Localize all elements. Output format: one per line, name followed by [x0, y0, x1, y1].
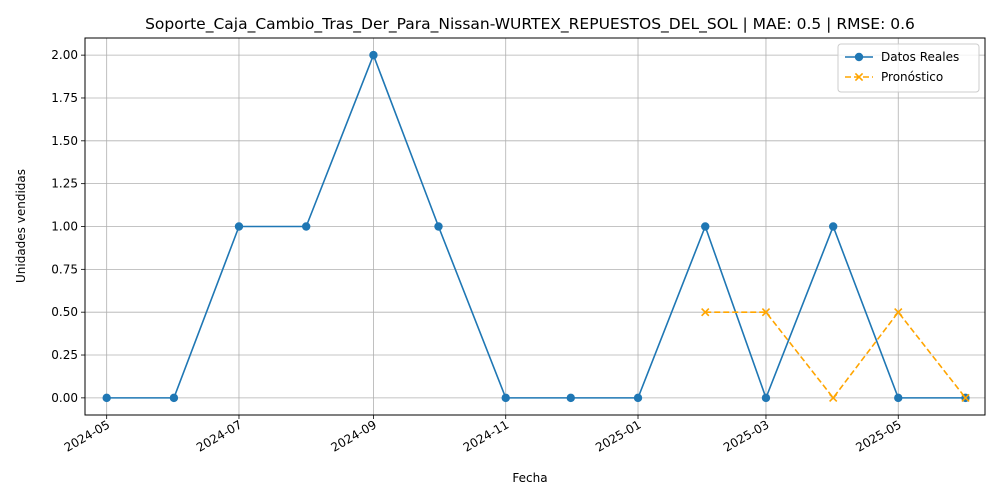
y-tick-label: 2.00 [51, 48, 78, 62]
data-point [761, 308, 771, 317]
legend-entry: Datos Reales [845, 50, 959, 64]
legend: Datos Reales Pronóstico [837, 43, 980, 93]
y-axis: 0.00 0.25 0.50 0.75 1.00 1.25 1.50 1.75 2.00 [51, 48, 85, 405]
data-point [302, 222, 311, 231]
data-point [234, 222, 244, 231]
legend-box [837, 43, 980, 93]
legend-marker [854, 72, 864, 82]
y-tick-label: 0.50 [51, 305, 78, 319]
x-axis: 2024-05 2024-07 2024-09 2024-11 2025-01 2025-… [62, 415, 904, 455]
x-tick-label: 2025-03 [721, 417, 771, 454]
data-point [961, 393, 970, 403]
x-tick-label: 2024-09 [329, 417, 379, 454]
series-line [106, 52, 966, 401]
data-point [369, 50, 378, 60]
series-1 [701, 308, 970, 403]
y-axis-title: Unidades vendidas [14, 169, 28, 283]
series-line [705, 310, 967, 400]
y-tick-label: 0.25 [51, 348, 78, 362]
grid [85, 38, 985, 415]
legend-label: Datos Reales [881, 50, 959, 64]
data-point [102, 393, 111, 403]
data-point [701, 308, 710, 317]
data-point [566, 393, 575, 403]
y-tick-label: 1.25 [51, 177, 78, 191]
y-tick-label: 1.75 [51, 91, 78, 105]
legend-marker [854, 52, 864, 62]
y-tick-label: 1.00 [51, 220, 78, 234]
data-point [829, 393, 838, 403]
series-layer [102, 50, 970, 403]
data-point [701, 222, 710, 231]
data-point [501, 393, 510, 403]
y-tick-label: 0.00 [51, 391, 78, 405]
data-point [894, 308, 903, 317]
x-tick-label: 2024-11 [461, 417, 511, 454]
x-tick-label: 2025-01 [593, 417, 643, 454]
y-tick-label: 1.50 [51, 134, 78, 148]
data-point [828, 222, 838, 231]
chart-title: Soporte_Caja_Cambio_Tras_Der_Para_Nissan… [145, 15, 915, 34]
x-tick-label: 2024-07 [194, 417, 244, 454]
legend-label: Pronóstico [881, 70, 943, 84]
x-tick-label: 2024-05 [62, 417, 112, 454]
data-point [434, 222, 443, 231]
data-point [894, 393, 903, 403]
y-tick-label: 0.75 [51, 262, 78, 276]
x-tick-label: 2025-05 [853, 417, 903, 454]
x-axis-title: Fecha [512, 471, 547, 485]
data-point [761, 393, 771, 403]
data-point [633, 393, 643, 403]
legend-entry: Pronóstico [845, 70, 943, 84]
data-point [169, 393, 179, 403]
